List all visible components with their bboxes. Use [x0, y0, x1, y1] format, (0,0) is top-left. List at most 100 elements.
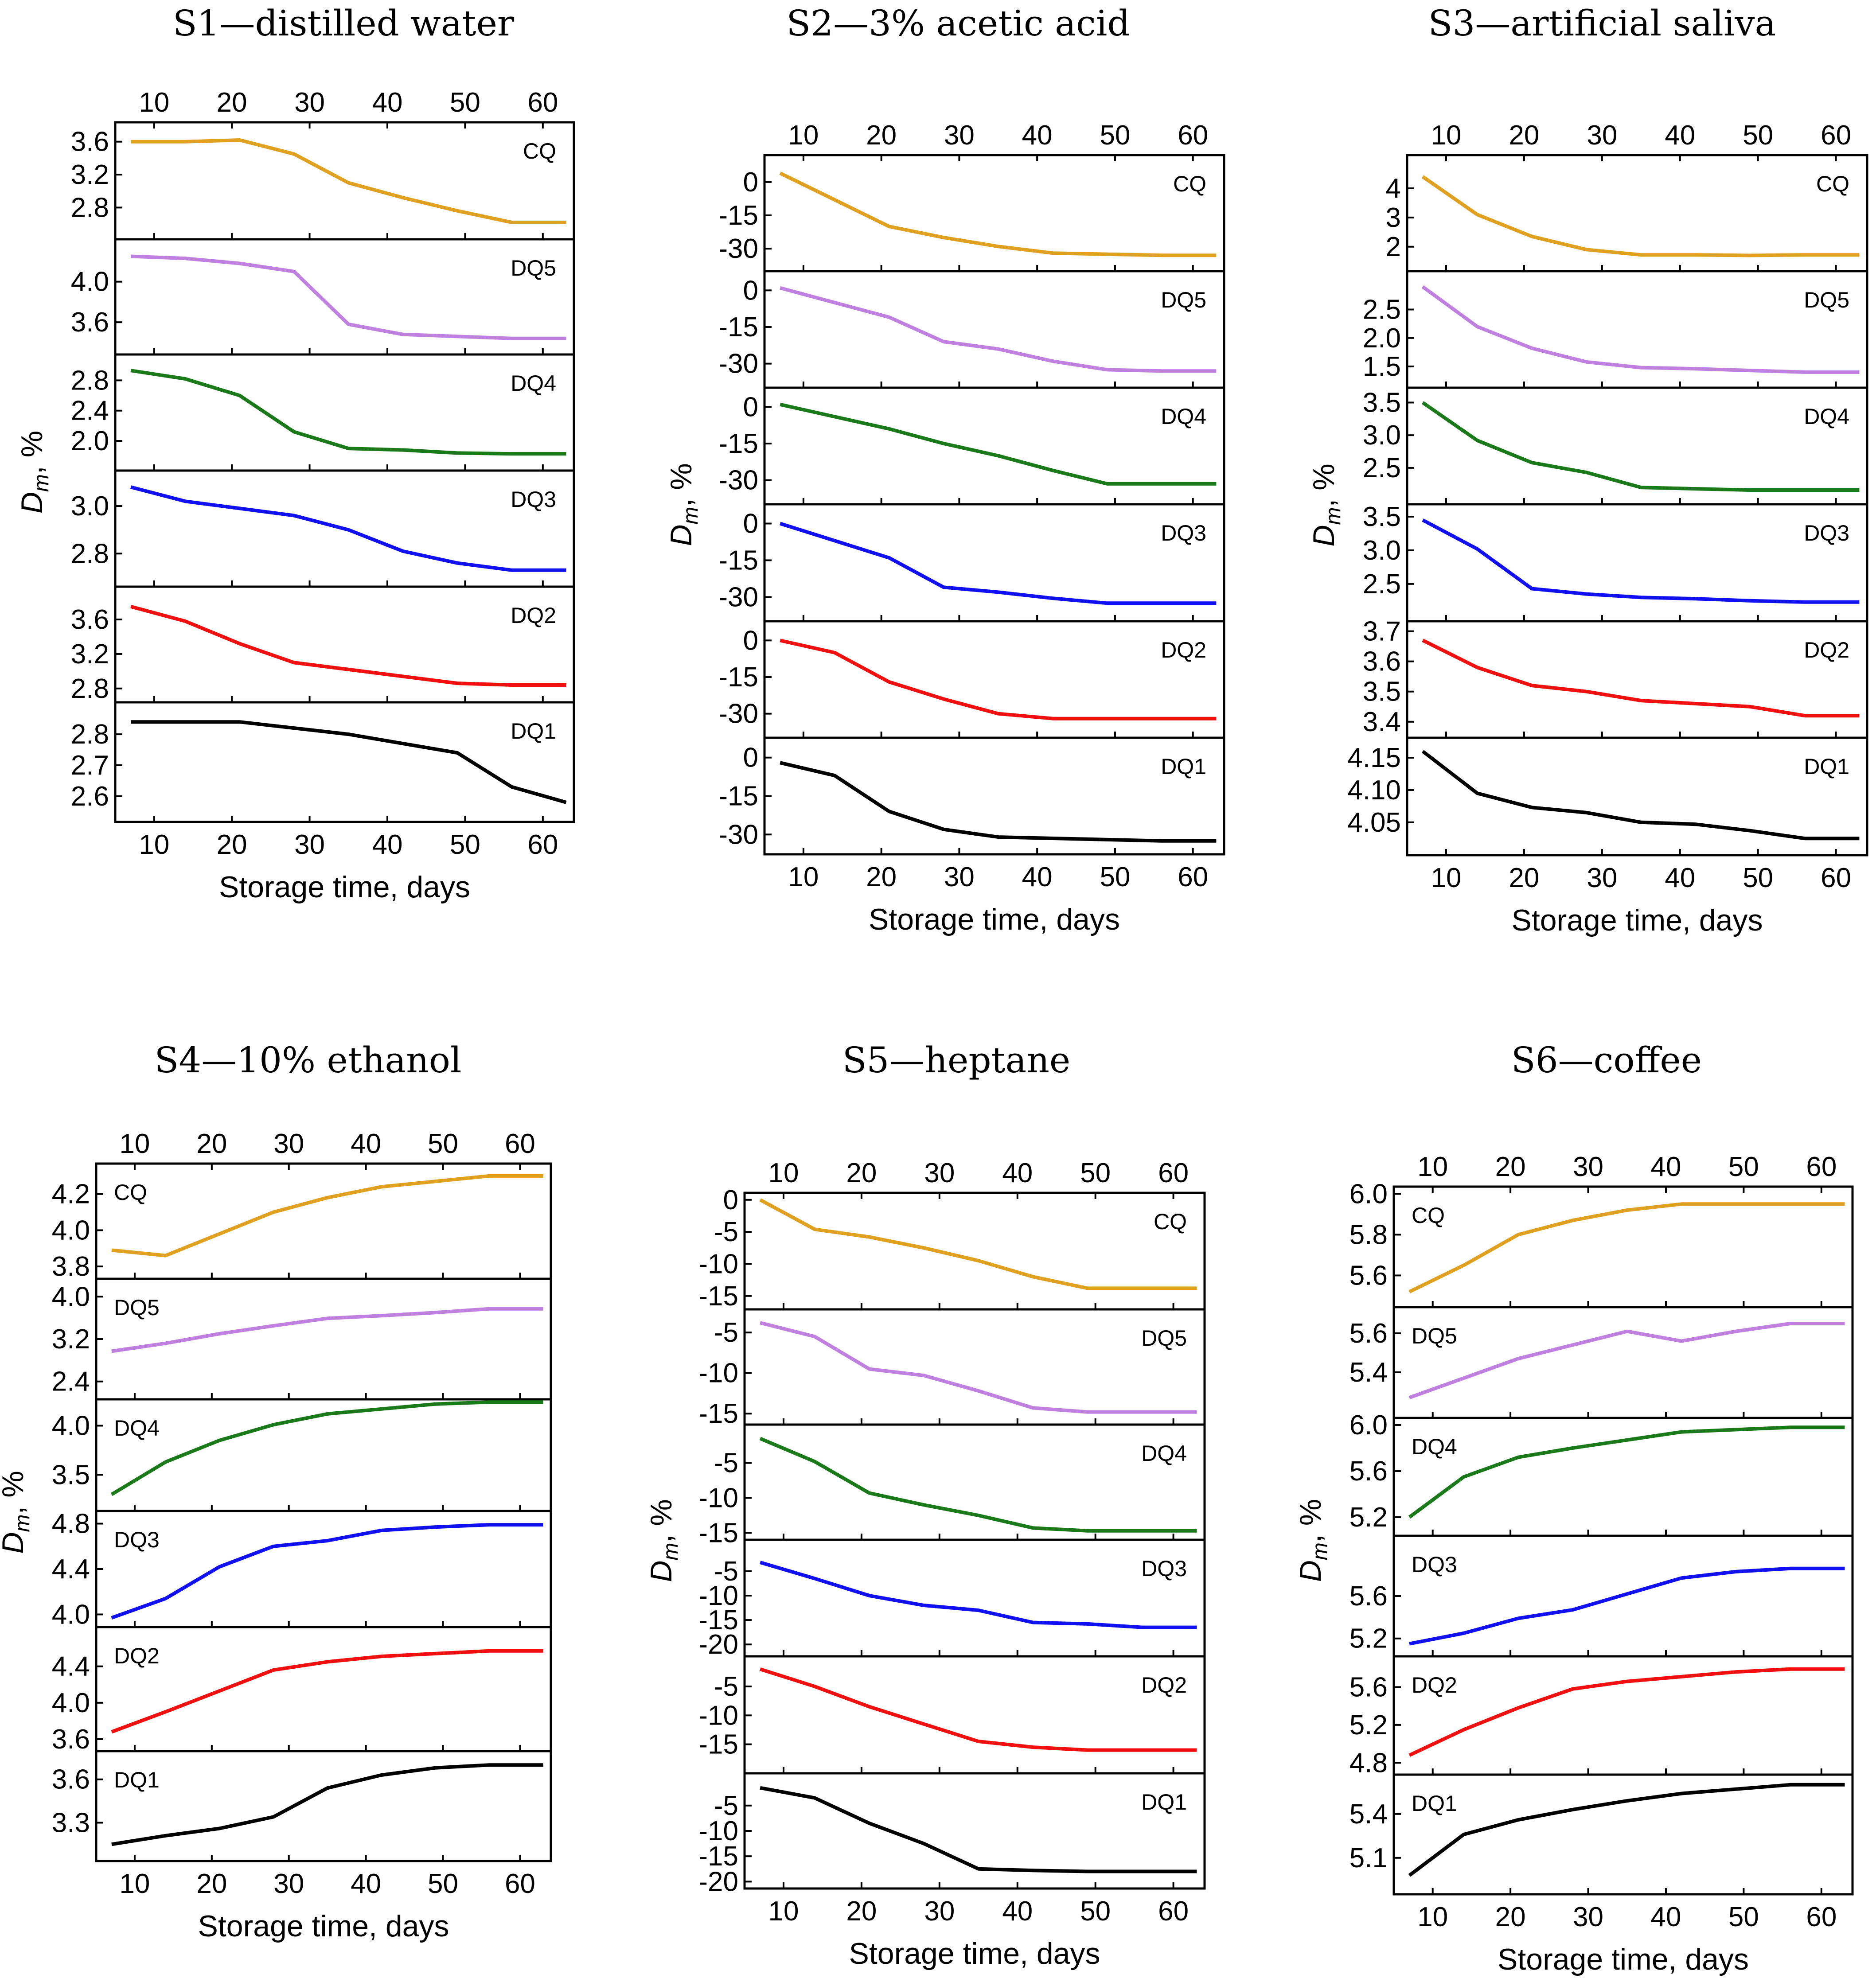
x-tick-label-top: 10 — [1417, 1152, 1448, 1182]
y-tick-label: 2.0 — [71, 426, 109, 456]
panel-dq3: 4.8 4.4 4.0 DQ3 — [52, 1509, 552, 1630]
y-tick-label: 2.5 — [1363, 569, 1401, 600]
y-tick-label: 2.5 — [1363, 294, 1401, 325]
series-line-dq2 — [1408, 1667, 1845, 1757]
x-tick-label-bottom: 60 — [1178, 862, 1208, 892]
y-axis-label: Dm, % — [1307, 463, 1345, 546]
panel-dq1: 4.154.104.05 DQ1 — [1347, 736, 1868, 857]
panel-dq5: 2.52.01.5 DQ5 — [1363, 270, 1868, 389]
y-tick-label: -5 — [714, 1671, 738, 1702]
x-tick-label-top: 40 — [1665, 120, 1695, 151]
panel-dq3: 5.6 5.2 DQ3 — [1349, 1534, 1854, 1658]
x-tick-label-top: 10 — [1431, 120, 1461, 151]
series-label: DQ2 — [114, 1643, 160, 1668]
y-tick-label: 3.6 — [71, 127, 109, 157]
series-line-dq2 — [759, 1667, 1197, 1752]
series-label: DQ3 — [511, 487, 556, 512]
y-tick-label: 2.7 — [71, 750, 109, 781]
panel-dq4: 4.0 3.5 DQ4 — [52, 1398, 552, 1512]
y-tick-label: -15 — [698, 1518, 738, 1548]
panel-frame — [1406, 620, 1868, 739]
y-tick-label: 2.4 — [71, 396, 109, 426]
y-tick-label: -15 — [718, 781, 758, 812]
series-line-dq4 — [130, 369, 566, 456]
panel-dq1: 2.82.72.6 DQ1 — [71, 701, 575, 823]
series-line-dq2 — [1422, 639, 1860, 718]
chart-title: S3—artificial saliva — [1428, 3, 1776, 44]
x-tick-label-top: 30 — [944, 120, 975, 151]
y-tick-label: 2.8 — [71, 674, 109, 704]
y-tick-label: 4.10 — [1347, 775, 1401, 806]
chart-s4: S4—10% ethanol 4.24.03.8CQ4.03.22.4DQ54.… — [0, 1040, 552, 1943]
panel-dq4: 2.82.42.0 DQ4 — [71, 353, 575, 472]
series-label: CQ — [114, 1180, 147, 1205]
x-tick-label-top: 40 — [1650, 1152, 1681, 1182]
x-tick-label-bottom: 40 — [351, 1869, 381, 1899]
y-tick-label: -20 — [698, 1629, 738, 1660]
y-tick-label: 3.3 — [52, 1807, 90, 1838]
series-label: DQ5 — [114, 1295, 160, 1320]
series-label: CQ — [523, 139, 556, 164]
x-tick-label-top: 60 — [527, 87, 558, 118]
x-tick-label-top: 20 — [217, 87, 247, 118]
x-tick-label-bottom: 30 — [1587, 863, 1617, 893]
y-tick-label: -5 — [714, 1556, 738, 1587]
series-label: DQ1 — [1412, 1791, 1457, 1816]
series-label: DQ1 — [1804, 754, 1849, 779]
panel-dq1: 0 -15 -30 DQ1 — [718, 736, 1225, 856]
panel-frame — [743, 1655, 1206, 1775]
x-tick-label-top: 50 — [1728, 1152, 1759, 1182]
y-tick-label: 4.4 — [52, 1651, 90, 1682]
series-line-dq4 — [780, 402, 1217, 486]
series-label: CQ — [1816, 171, 1849, 196]
series-line-dq1 — [1408, 1783, 1845, 1877]
x-tick-label-bottom: 10 — [1417, 1902, 1448, 1932]
x-tick-label-top: 30 — [1587, 120, 1617, 151]
series-line-dq1 — [760, 1786, 1197, 1873]
series-label: DQ2 — [511, 603, 556, 628]
chart-s6: S6—coffee 6.0 5.8 5.6 CQ 5.6 5.4 DQ5 6.0 5.6 5.2 D… — [1294, 1040, 1854, 1976]
series-label: DQ5 — [1141, 1326, 1187, 1351]
x-tick-label-top: 20 — [1509, 120, 1539, 151]
y-tick-label: 5.4 — [1349, 1357, 1388, 1388]
y-tick-label: -10 — [698, 1249, 738, 1279]
y-tick-label: 5.2 — [1349, 1502, 1388, 1533]
x-tick-label-top: 30 — [294, 87, 325, 118]
panel-frame — [95, 1277, 552, 1401]
y-tick-label: -10 — [698, 1483, 738, 1514]
y-tick-label: 3.0 — [1363, 420, 1401, 451]
series-line-dq3 — [779, 522, 1217, 605]
x-tick-label-bottom: 60 — [1806, 1902, 1837, 1932]
y-tick-label: -15 — [718, 545, 758, 576]
panel-dq5: 4.0 3.6 DQ5 — [71, 238, 575, 356]
panel-dq2: 0 -15 -30 DQ2 — [718, 620, 1225, 739]
series-line-dq1 — [131, 720, 567, 804]
y-tick-label: 5.4 — [1349, 1799, 1388, 1830]
y-axis-label: Dm, % — [664, 463, 702, 546]
x-axis-label: Storage time, days — [1512, 903, 1763, 937]
y-tick-label: 6.0 — [1349, 1410, 1388, 1441]
series-line-dq3 — [760, 1561, 1197, 1629]
panel-frame — [95, 1750, 552, 1862]
panel-dq4: 3.53.02.5 DQ4 — [1363, 386, 1868, 506]
x-tick-label-top: 20 — [866, 120, 897, 151]
series-label: DQ2 — [1412, 1673, 1457, 1698]
panel-cq: 0-5-10-15 CQ — [698, 1185, 1206, 1312]
y-tick-label: 0 — [743, 275, 758, 306]
panel-frame — [95, 1626, 552, 1752]
chart-s2: S2—3% acetic acid 0-15-30CQ0-15-30DQ50-1… — [664, 3, 1225, 936]
x-tick-label-top: 50 — [1080, 1158, 1111, 1188]
y-tick-label: 3.4 — [1363, 707, 1401, 737]
series-line-dq3 — [111, 1523, 543, 1620]
panel-frame — [1406, 736, 1868, 857]
y-tick-label: 3.5 — [1363, 677, 1401, 707]
chart-title: S1—distilled water — [173, 3, 515, 44]
series-label: DQ5 — [1161, 288, 1206, 312]
y-tick-label: 4 — [1386, 173, 1401, 204]
x-axis-label: Storage time, days — [198, 1909, 449, 1943]
panel-cq: 3.63.22.8 CQ — [71, 121, 575, 241]
y-tick-label: 4.0 — [71, 267, 109, 297]
panel-dq2: 4.4 4.0 3.6 DQ2 — [52, 1626, 552, 1755]
series-label: DQ4 — [1804, 404, 1849, 429]
panel-dq2: 3.73.63.53.4 DQ2 — [1363, 616, 1868, 739]
